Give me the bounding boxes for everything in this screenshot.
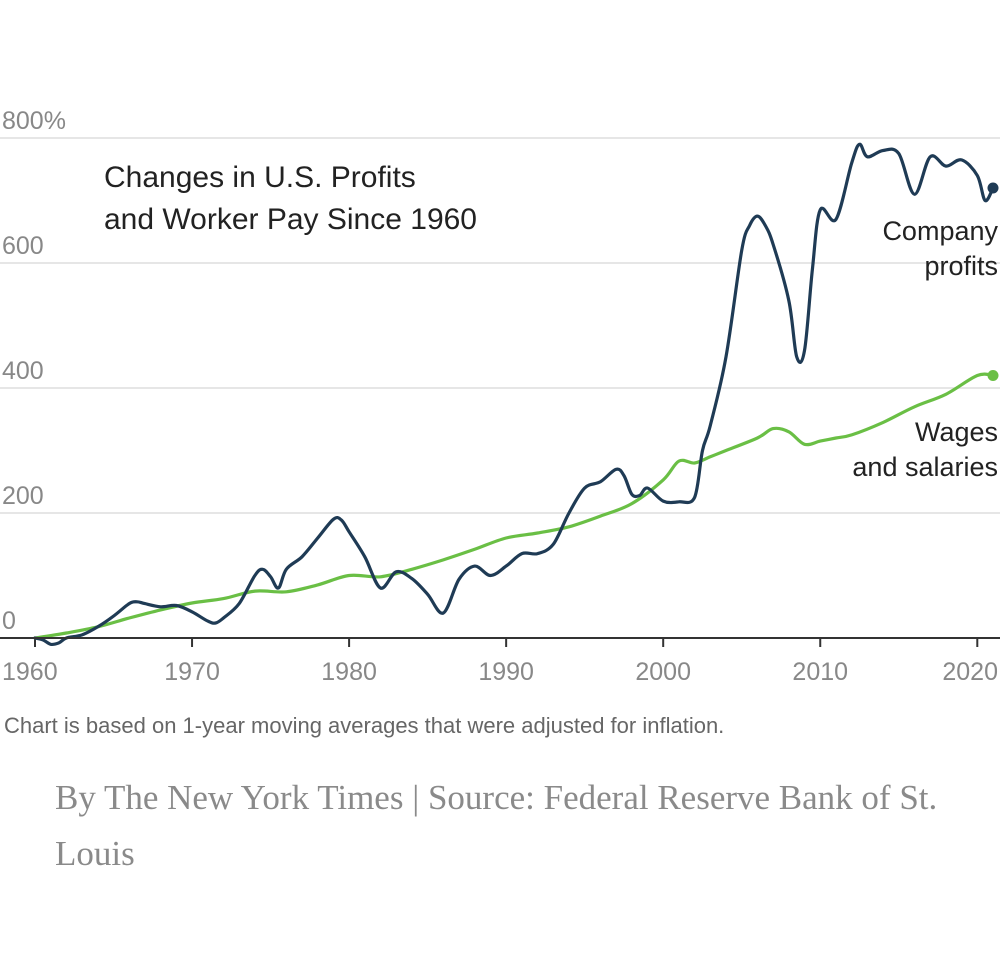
y-axis-ticks: 0 200 400 600 800%	[2, 107, 66, 635]
series-endpoint-company-profits	[987, 182, 999, 194]
y-tick-label-200: 200	[2, 482, 44, 510]
y-tick-label-400: 400	[2, 357, 44, 385]
series-label-wages-line-2: and salaries	[852, 452, 998, 482]
x-tick-label-2000: 2000	[635, 658, 691, 686]
y-tick-label-600: 600	[2, 232, 44, 260]
x-tick-label-1970: 1970	[164, 658, 220, 686]
series-layer	[33, 142, 999, 647]
series-line-wages-and-salaries	[33, 372, 995, 640]
series-label-wages-line-1: Wages	[915, 417, 998, 447]
series-label-company-profits-line-2: profits	[924, 251, 998, 281]
x-axis-ticks: 1960 1970 1980 1990 2000 2010 2020	[2, 638, 998, 686]
series-endpoint-wages-and-salaries	[987, 370, 999, 381]
y-tick-label-0: 0	[2, 607, 16, 635]
series-line-company-profits	[33, 142, 995, 647]
chart: 0 200 400 600 800% 1960 1970 1980 1990 2000 2010 2…	[0, 107, 1000, 686]
y-tick-label-800: 800%	[2, 107, 66, 135]
grid-layer	[0, 137, 1000, 514]
chart-title-line-2: and Worker Pay Since 1960	[104, 203, 477, 236]
x-tick-label-2020: 2020	[942, 658, 998, 686]
chart-footnote: Chart is based on 1-year moving averages…	[4, 713, 725, 738]
series-label-company-profits-line-1: Company	[882, 216, 998, 246]
source-credit: By The New York Times | Source: Federal …	[55, 778, 938, 873]
x-tick-label-1960: 1960	[2, 658, 58, 686]
x-tick-label-2010: 2010	[792, 658, 848, 686]
x-tick-label-1980: 1980	[321, 658, 377, 686]
x-tick-label-1990: 1990	[478, 658, 534, 686]
chart-title-line-1: Changes in U.S. Profits	[104, 161, 416, 194]
